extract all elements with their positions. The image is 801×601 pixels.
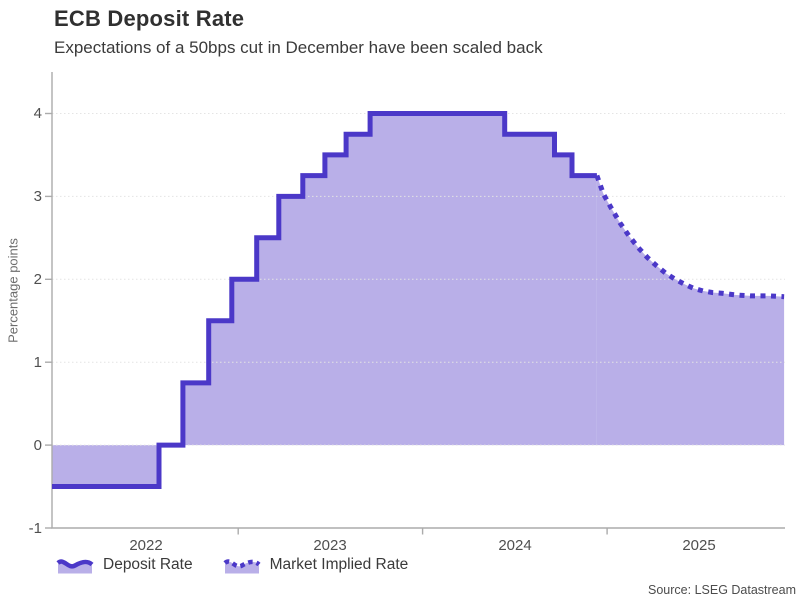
x-tick-label-2025: 2025 [682,537,716,554]
y-tick-label--1: -1 [28,520,42,537]
x-tick-label-2023: 2023 [313,537,347,554]
legend-item-deposit-rate: Deposit Rate [56,556,193,574]
legend-label-deposit-rate: Deposit Rate [103,556,193,573]
legend-icon-dotted-line [223,559,261,569]
legend-item-market-implied-rate: Market Implied Rate [223,556,409,574]
legend-label-market-implied-rate: Market Implied Rate [269,556,409,573]
deposit-rate-area [52,113,597,487]
x-tick-label-2024: 2024 [498,537,532,554]
x-tick-label-2022: 2022 [129,537,163,554]
legend-icon-solid-line [56,559,94,569]
deposit-rate-legend-icon [56,559,94,574]
chart-subtitle: Expectations of a 50bps cut in December … [54,38,543,57]
market-implied-rate-area [596,175,785,446]
chart-title: ECB Deposit Rate [54,6,245,31]
y-tick-label-0: 0 [33,437,42,454]
y-tick-label-1: 1 [33,354,42,371]
market-implied-rate-line [594,174,785,300]
legend: Deposit Rate Market Implied Rate [56,556,408,574]
y-tick-label-2: 2 [33,271,42,288]
y-tick-label-4: 4 [33,105,42,122]
market-implied-rate-legend-icon [223,559,261,574]
source-credit: Source: LSEG Datastream [648,583,796,597]
y-tick-label-3: 3 [33,188,42,205]
deposit-rate-line [52,111,597,489]
